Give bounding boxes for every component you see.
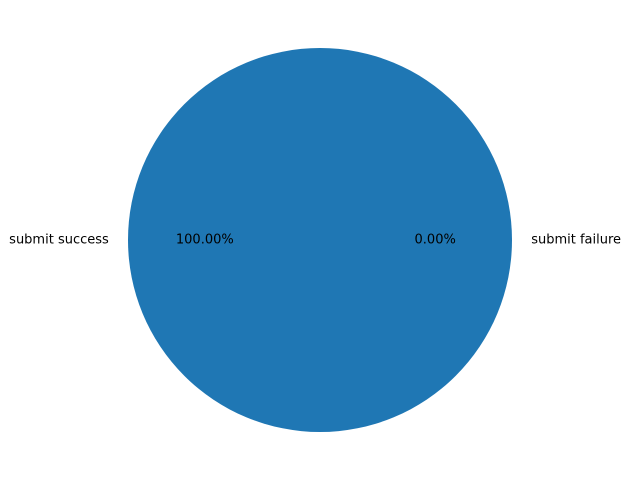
category-label-submit-success: submit success xyxy=(9,233,109,248)
percent-label-submit-failure: 0.00% xyxy=(415,233,456,248)
category-label-submit-failure: submit failure xyxy=(531,233,621,248)
pie-slice-submit-success xyxy=(128,48,512,432)
pie-labels: submit success 100.00% submit failure 0.00% xyxy=(9,233,621,248)
pie-slices xyxy=(128,48,512,432)
percent-label-submit-success: 100.00% xyxy=(176,233,234,248)
